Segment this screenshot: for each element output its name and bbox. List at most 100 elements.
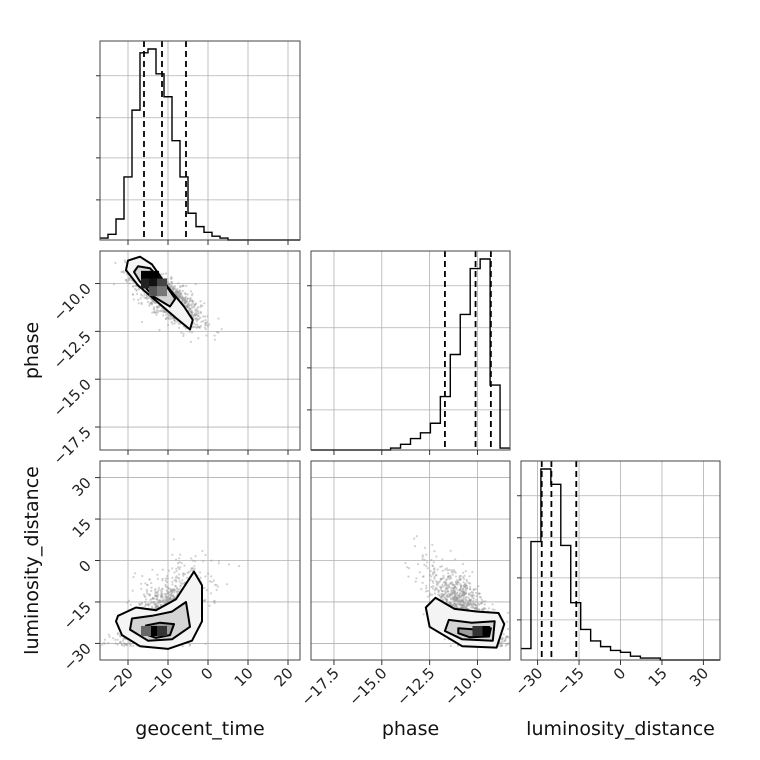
sample-point	[183, 301, 187, 305]
sample-point	[177, 292, 180, 295]
sample-point	[468, 575, 471, 578]
sample-point	[168, 282, 171, 285]
sample-point	[156, 605, 159, 608]
sample-point	[128, 277, 132, 280]
sample-point	[430, 585, 433, 589]
sample-point	[161, 593, 164, 596]
sample-point	[185, 300, 188, 303]
sample-point	[199, 300, 202, 303]
sample-point	[437, 593, 440, 596]
sample-point	[463, 605, 466, 608]
sample-point	[140, 320, 144, 324]
sample-point	[462, 604, 466, 607]
sample-point	[441, 558, 444, 561]
sample-point	[449, 581, 452, 585]
sample-point	[459, 603, 462, 606]
sample-point	[159, 603, 162, 606]
sample-point	[210, 559, 213, 562]
sample-point	[468, 600, 471, 604]
sample-point	[421, 581, 424, 585]
sample-point	[183, 573, 186, 576]
sample-point	[456, 583, 459, 586]
y-tick-label: −30	[60, 640, 95, 675]
sample-point	[448, 602, 451, 605]
sample-point	[450, 587, 453, 590]
sample-point	[217, 562, 220, 565]
sample-point	[481, 608, 484, 611]
sample-point	[186, 571, 189, 574]
sample-point	[455, 598, 458, 601]
sample-point	[155, 604, 158, 607]
sample-point	[441, 595, 444, 598]
sample-point	[176, 291, 180, 294]
sample-point	[183, 297, 186, 300]
density-bin	[141, 270, 151, 281]
x-tick-label: −15.0	[345, 664, 390, 709]
sample-point	[461, 604, 464, 607]
density-bin	[472, 625, 483, 636]
sample-point	[457, 602, 460, 605]
sample-point	[175, 291, 178, 295]
sample-point	[188, 304, 191, 307]
sample-point	[472, 591, 475, 594]
sample-point	[444, 591, 447, 594]
sample-point	[156, 596, 159, 599]
sample-point	[462, 598, 465, 601]
sample-point	[480, 601, 484, 604]
sample-point	[443, 638, 446, 641]
sample-point	[184, 292, 187, 295]
sample-point	[171, 591, 174, 595]
sample-point	[449, 576, 452, 579]
sample-point	[196, 318, 199, 321]
sample-point	[161, 568, 164, 571]
sample-point	[435, 574, 438, 577]
sample-point	[173, 319, 176, 322]
sample-point	[129, 643, 132, 646]
sample-point	[452, 592, 455, 595]
sample-point	[127, 279, 130, 282]
sample-point	[462, 592, 465, 595]
sample-point	[408, 567, 411, 570]
sample-point	[189, 297, 192, 300]
y-axis-label-phase: phase	[21, 322, 43, 379]
sample-point	[448, 593, 452, 596]
x-tick-label: −20	[102, 664, 137, 699]
sample-point	[199, 312, 202, 315]
sample-point	[474, 603, 477, 607]
sample-point	[156, 590, 159, 594]
sample-point	[441, 598, 444, 601]
sample-point	[163, 310, 166, 313]
sample-point	[197, 337, 200, 340]
sample-point	[191, 300, 194, 303]
sample-point	[440, 592, 443, 595]
sample-point	[148, 578, 151, 581]
sample-point	[445, 586, 448, 589]
sample-point	[198, 317, 201, 320]
sample-point	[202, 320, 205, 323]
sample-point	[148, 593, 152, 596]
sample-point	[165, 600, 168, 603]
sample-point	[172, 538, 175, 541]
sample-point	[194, 303, 197, 306]
sample-point	[442, 593, 445, 596]
sample-point	[448, 575, 451, 578]
panel-grid	[311, 251, 510, 450]
sample-point	[149, 301, 152, 304]
sample-point	[472, 606, 475, 609]
sample-point	[462, 596, 465, 600]
sample-point	[448, 595, 451, 598]
sample-point	[453, 570, 456, 573]
sample-point	[175, 293, 178, 296]
sample-point	[153, 602, 156, 606]
sample-point	[238, 565, 241, 568]
sample-point	[504, 636, 507, 639]
sample-point	[145, 598, 148, 601]
sample-point	[158, 600, 161, 603]
sample-point	[204, 319, 207, 322]
sample-point	[433, 571, 436, 574]
sample-point	[462, 599, 465, 602]
sample-point	[227, 563, 231, 566]
sample-point	[194, 323, 197, 326]
sample-point	[445, 599, 449, 602]
sample-point	[181, 298, 184, 302]
